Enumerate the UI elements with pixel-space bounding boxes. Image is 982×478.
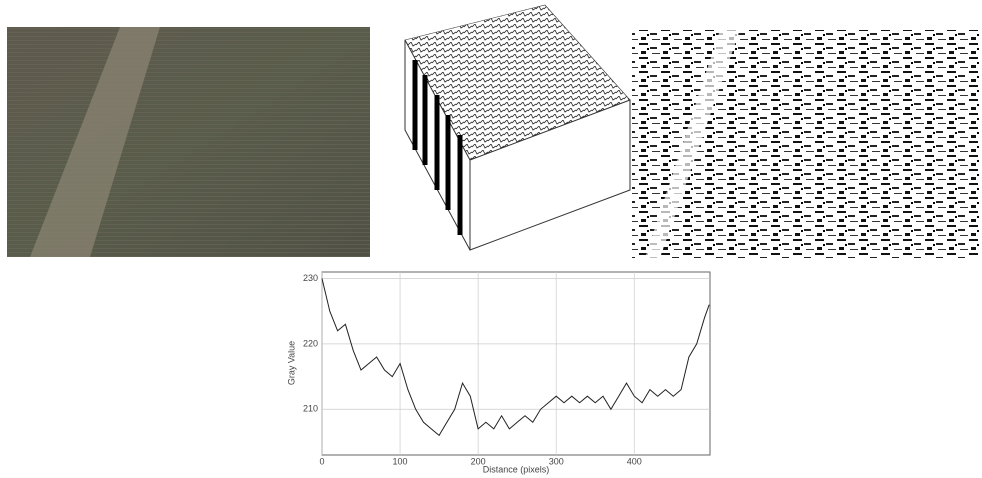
- x-tick-label: 0: [319, 456, 324, 466]
- binary-image: [632, 30, 980, 258]
- y-tick-label: 230: [303, 273, 318, 283]
- x-tick-label: 200: [471, 456, 486, 466]
- x-tick-label: 400: [627, 456, 642, 466]
- x-axis-label: Distance (pixels): [483, 464, 550, 474]
- y-axis-label: Gray Value: [286, 341, 296, 385]
- figure: Distance (pixels) Gray Value 210 220 230 0 1…: [0, 0, 982, 478]
- x-tick-label: 100: [393, 456, 408, 466]
- data-line: [322, 279, 709, 436]
- surface-plot: [405, 5, 630, 250]
- x-tick-label: 300: [549, 456, 564, 466]
- line-chart: Distance (pixels) Gray Value 210 220 230 0 1…: [286, 272, 710, 474]
- y-tick-label: 210: [303, 404, 318, 414]
- y-tick-label: 220: [303, 338, 318, 348]
- aerial-image: [7, 27, 370, 257]
